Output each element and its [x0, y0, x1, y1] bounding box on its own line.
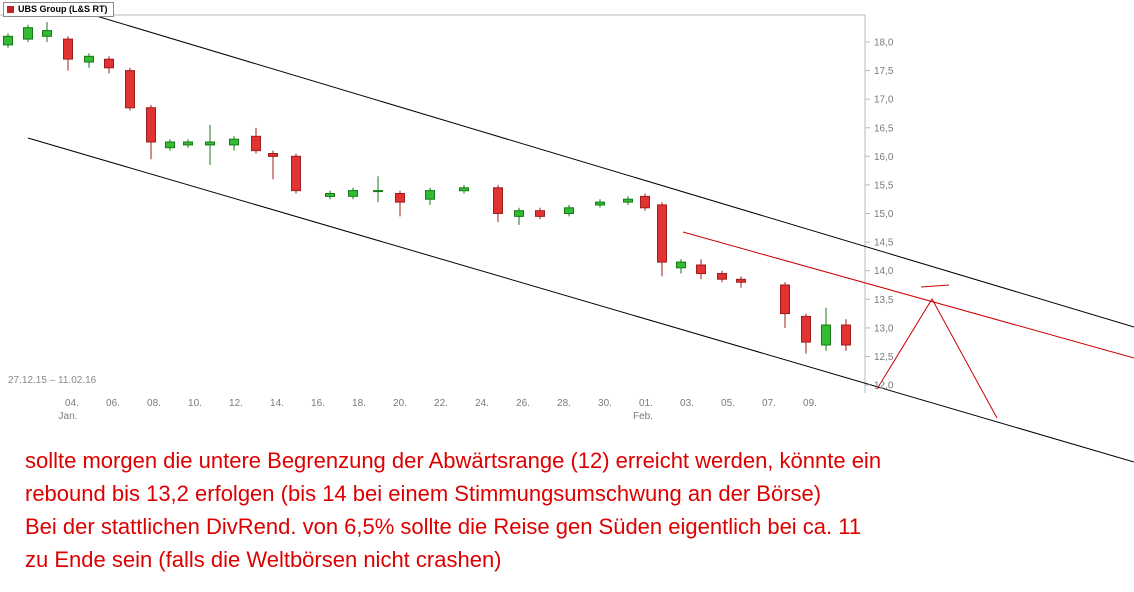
x-axis-label: 10. [188, 398, 202, 409]
x-axis-label: 05. [721, 398, 735, 409]
candle-body [535, 210, 545, 217]
candle-body [251, 135, 261, 152]
x-axis-label: 16. [311, 398, 325, 409]
candle-body [780, 284, 790, 315]
candle-body [3, 35, 13, 46]
candle-body [268, 153, 278, 157]
y-axis-label: 14,5 [874, 238, 894, 249]
drawn-red-target-dash [920, 284, 950, 288]
candle-body [146, 107, 156, 143]
y-axis-label: 18,0 [874, 38, 894, 49]
drawn-red-resistance-line [682, 231, 1134, 359]
chart-legend: UBS Group (L&S RT) [3, 2, 114, 17]
y-axis-label: 12,5 [874, 352, 894, 363]
candle-body [514, 210, 524, 217]
candle-body [229, 138, 239, 146]
chart-date-range: 27.12.15 – 11.02.16 [8, 375, 97, 386]
x-axis-label: 12. [229, 398, 243, 409]
chart-title: UBS Group (L&S RT) [18, 4, 108, 14]
y-axis-label: 16,0 [874, 152, 894, 163]
annotation-line: sollte morgen die untere Begrenzung der … [25, 448, 882, 473]
candle-body [104, 58, 114, 69]
legend-marker-icon [7, 5, 14, 13]
candle-body [125, 70, 135, 109]
candle-body [459, 187, 469, 192]
candle-body [623, 198, 633, 203]
x-axis-label: 03. [680, 398, 694, 409]
x-axis-label: 14. [270, 398, 284, 409]
y-axis-label: 12,0 [874, 381, 894, 392]
candle-body [395, 193, 405, 203]
annotation-line: zu Ende sein (falls die Weltbörsen nicht… [25, 547, 502, 572]
drawn-red-projection-zigzag [876, 298, 998, 419]
candle-body [676, 261, 686, 269]
x-axis-label: 08. [147, 398, 161, 409]
x-axis-label: 30. [598, 398, 612, 409]
candle-body [63, 38, 73, 60]
x-axis-label: 22. [434, 398, 448, 409]
y-axis-label: 14,0 [874, 266, 894, 277]
candle-body [205, 141, 215, 146]
y-axis-label: 13,5 [874, 295, 894, 306]
candle-body [84, 55, 94, 63]
candle-body [657, 204, 667, 263]
candle-body [821, 324, 831, 346]
candle-body [425, 190, 435, 200]
x-axis-label: 01. [639, 398, 653, 409]
annotation-line: rebound bis 13,2 erfolgen (bis 14 bei ei… [25, 481, 822, 506]
candle-body [801, 315, 811, 343]
trend-channel-upper-line [92, 14, 1134, 328]
y-axis-label: 15,0 [874, 209, 894, 220]
candle-body [696, 264, 706, 275]
annotation-line: Bei der stattlichen DivRend. von 6,5% so… [25, 514, 862, 539]
y-axis-label: 13,0 [874, 323, 894, 334]
candle-body [291, 155, 301, 192]
candle-body [183, 141, 193, 146]
candle-body [564, 207, 574, 215]
candle-body [42, 30, 52, 37]
x-axis-label: 04. [65, 398, 79, 409]
x-axis-label: 20. [393, 398, 407, 409]
y-axis-label: 17,5 [874, 66, 894, 77]
analyst-annotation: sollte morgen die untere Begrenzung der … [25, 444, 881, 576]
x-axis-label: 24. [475, 398, 489, 409]
candle-body [717, 273, 727, 280]
candle-body [373, 190, 383, 193]
y-axis-label: 16,5 [874, 123, 894, 134]
candle-body [595, 201, 605, 206]
x-axis-label: 26. [516, 398, 530, 409]
candle-body [325, 193, 335, 197]
x-axis-label: 07. [762, 398, 776, 409]
trend-channel-lower-line [27, 137, 1134, 463]
candle-body [736, 278, 746, 283]
candle-body [493, 187, 503, 215]
y-axis-label: 17,0 [874, 95, 894, 106]
candle-body [841, 324, 851, 346]
x-axis-label: 06. [106, 398, 120, 409]
x-axis-month-label: Feb. [633, 411, 653, 422]
x-axis-month-label: Jan. [59, 411, 78, 422]
candle-body [348, 190, 358, 197]
x-axis-label: 09. [803, 398, 817, 409]
candle-body [23, 27, 33, 40]
x-axis-label: 28. [557, 398, 571, 409]
candle-body [640, 195, 650, 209]
y-axis-label: 15,5 [874, 180, 894, 191]
x-axis-label: 18. [352, 398, 366, 409]
candle-body [165, 141, 175, 149]
